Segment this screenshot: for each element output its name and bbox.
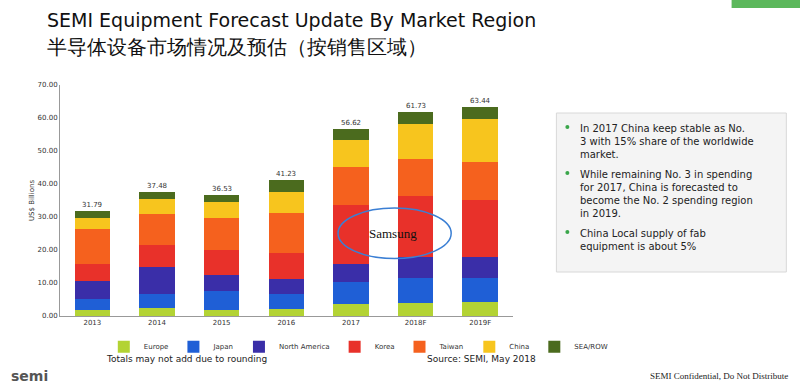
svg-text:2014: 2014 [148, 319, 166, 327]
svg-text:63.44: 63.44 [470, 97, 491, 105]
svg-text:30.00: 30.00 [38, 213, 58, 221]
svg-text:20.00: 20.00 [38, 246, 58, 254]
svg-text:半导体设备市场情况及预估（按销售区域）: 半导体设备市场情况及预估（按销售区域） [47, 35, 427, 59]
svg-text:31.79: 31.79 [82, 201, 102, 209]
svg-text:Source: SEMI, May 2018: Source: SEMI, May 2018 [427, 354, 536, 364]
svg-text:50.00: 50.00 [38, 147, 58, 155]
svg-text:In 2017 China keep stable as N: In 2017 China keep stable as No.3 with 1… [580, 123, 754, 160]
svg-text:41.23: 41.23 [276, 170, 296, 178]
svg-text:China Local supply of fabequip: China Local supply of fabequipment is ab… [580, 228, 706, 252]
svg-text:0.00: 0.00 [42, 312, 58, 320]
svg-text:Europe: Europe [144, 343, 169, 351]
svg-text:Totals may not add due to roun: Totals may not add due to rounding [106, 354, 267, 364]
svg-text:2017: 2017 [342, 319, 360, 327]
svg-text:US$ Billions: US$ Billions [28, 180, 36, 222]
svg-text:36.53: 36.53 [212, 185, 232, 193]
svg-text:SEA/ROW: SEA/ROW [574, 343, 607, 351]
svg-text:2013: 2013 [83, 319, 101, 327]
svg-text:10.00: 10.00 [38, 279, 58, 287]
svg-text:China: China [509, 343, 529, 351]
svg-text:2018F: 2018F [405, 319, 427, 327]
svg-text:40.00: 40.00 [38, 180, 58, 188]
svg-text:SEMI Confidential, Do Not Dist: SEMI Confidential, Do Not Distribute [650, 371, 788, 381]
svg-text:Japan: Japan [212, 343, 233, 351]
svg-text:56.62: 56.62 [341, 119, 361, 127]
svg-text:semi: semi [11, 368, 48, 384]
svg-text:2016: 2016 [277, 319, 295, 327]
svg-text:61.73: 61.73 [406, 102, 426, 110]
svg-text:While remaining No. 3 in spend: While remaining No. 3 in spendingfor 201… [580, 169, 753, 219]
svg-text:Samsung: Samsung [369, 226, 417, 241]
svg-text:SEMI Equipment Forecast Update: SEMI Equipment Forecast Update By Market… [47, 9, 536, 31]
svg-text:North America: North America [279, 343, 330, 351]
svg-text:70.00: 70.00 [38, 81, 58, 89]
svg-text:Taiwan: Taiwan [439, 343, 464, 351]
svg-text:2015: 2015 [213, 319, 231, 327]
svg-text:2019F: 2019F [469, 319, 491, 327]
svg-text:60.00: 60.00 [38, 114, 58, 122]
svg-text:Korea: Korea [375, 343, 395, 351]
svg-text:37.48: 37.48 [147, 182, 167, 190]
